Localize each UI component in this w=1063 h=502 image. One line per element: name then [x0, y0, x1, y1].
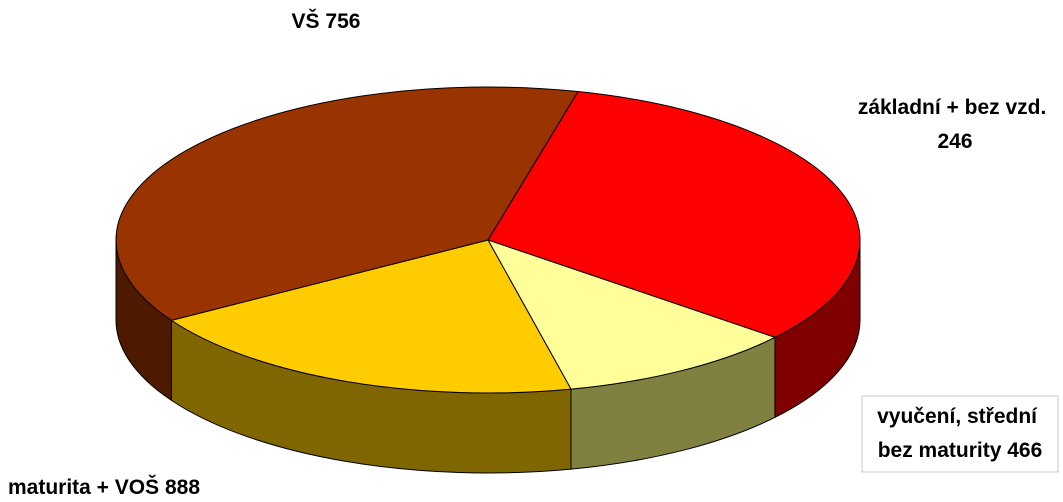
pie-slices: [115, 86, 861, 394]
slice-vs: [487, 91, 861, 338]
slice-maturita: [115, 86, 579, 321]
label-vyuceni: vyučení, střední bez maturity 466: [877, 405, 1043, 462]
label-zakladni: základní + bez vzd. 246: [858, 96, 1052, 153]
slice-labels: VŠ 756 základní + bez vzd. 246 vyučení, …: [8, 9, 1059, 499]
label-vs: VŠ 756: [292, 9, 361, 33]
label-maturita: maturita + VOŠ 888: [8, 475, 200, 499]
slice-zakladni: [486, 239, 777, 390]
slice-vyuceni: [170, 239, 572, 394]
label-box-vyuceni: [861, 395, 1059, 473]
